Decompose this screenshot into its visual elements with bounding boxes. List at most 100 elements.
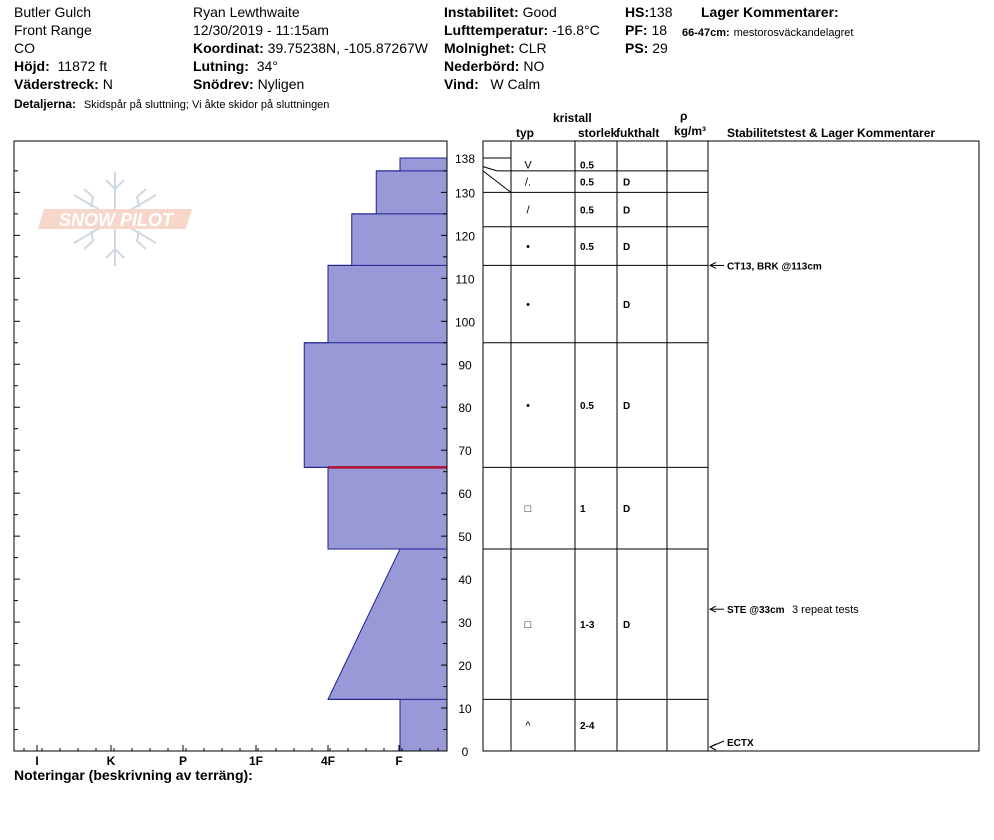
airtemp-label: Lufttemperatur: <box>444 22 549 38</box>
snowdrift-row: Snödrev: Nyligen <box>193 76 304 92</box>
pf-value: 18 <box>651 22 668 38</box>
ps-row: PS: 29 <box>625 40 668 56</box>
kristall-header: kristall <box>553 111 592 125</box>
y-tick-label: 100 <box>455 315 475 329</box>
grain-size: 1-3 <box>580 620 595 631</box>
row-connector <box>482 166 511 172</box>
grain-size: 0.5 <box>580 401 594 412</box>
aspect-label: Väderstreck: <box>14 76 99 92</box>
grain-type-icon: • <box>526 400 530 412</box>
density-unit: kg/m³ <box>674 124 707 138</box>
y-tick-label: 130 <box>455 186 475 200</box>
density-rho: ρ <box>680 109 688 123</box>
grain-type-icon: □ <box>525 619 532 631</box>
y-tick-label: 120 <box>455 229 475 243</box>
aspect-value: N <box>102 76 113 92</box>
y-tick-label: 20 <box>458 659 472 673</box>
y-tick-label: 90 <box>458 358 472 372</box>
stability-test-label: CT13, BRK @113cm <box>727 261 822 272</box>
precip-label: Nederbörd: <box>444 58 520 74</box>
y-tick-label: 60 <box>458 487 472 501</box>
grain-size: 2-4 <box>580 721 595 732</box>
arrow-head-icon <box>708 261 717 269</box>
elevation-value: 11872 ft <box>57 58 108 74</box>
details-row: Detaljerna: Skidspår på sluttning; Vi åk… <box>14 95 329 113</box>
y-tick-label: 30 <box>458 616 472 630</box>
slope-value: 34° <box>256 58 278 74</box>
grain-size: 0.5 <box>580 242 594 253</box>
elevation-label: Höjd: <box>14 58 50 74</box>
hardness-tick-label: P <box>179 754 187 768</box>
airtemp-row: Lufttemperatur: -16.8°C <box>444 22 600 38</box>
sky-label: Molnighet: <box>444 40 515 56</box>
fukthalt-header: fukthalt <box>616 126 660 140</box>
hardness-tick-label: I <box>35 754 38 768</box>
row-connector <box>482 170 512 193</box>
coordinate-label: Koordinat: <box>193 40 264 56</box>
grain-type-icon: □ <box>525 503 532 515</box>
precip-row: Nederbörd: NO <box>444 58 544 74</box>
y-tick-label: 110 <box>455 272 474 286</box>
grain-type-icon: / <box>526 205 530 217</box>
wind-row: Vind: W Calm <box>444 76 540 92</box>
hardness-tick-label: K <box>107 754 116 768</box>
y-tick-label: 40 <box>458 573 472 587</box>
aspect-row: Väderstreck: N <box>14 76 113 92</box>
moisture-value: D <box>623 206 630 217</box>
logo-text: SNOW PILOT <box>59 210 175 230</box>
stability-tests-header: Stabilitetstest & Lager Kommentarer <box>727 126 936 140</box>
details-label: Detaljerna: <box>14 97 77 111</box>
layer-comment-text: mestorosväckandelagret <box>733 27 854 39</box>
pf-row: PF: 18 <box>625 22 667 38</box>
elevation-row: Höjd: 11872 ft <box>14 58 107 74</box>
grain-size: 0.5 <box>580 178 594 189</box>
ps-label: PS: <box>625 40 649 56</box>
layer-table-frame <box>482 140 980 752</box>
stability-row: Instabilitet: Good <box>444 4 557 20</box>
layer-comment: 66-47cm: mestorosväckandelagret <box>682 23 853 41</box>
state: CO <box>14 40 35 56</box>
slope-row: Lutning: 34° <box>193 58 278 74</box>
typ-header: typ <box>516 126 534 140</box>
y-tick-label: 10 <box>458 702 472 716</box>
y-tick-label: 0 <box>462 745 469 759</box>
snowpilot-logo: SNOW PILOT <box>38 172 192 266</box>
hardness-tick-label: 1F <box>249 754 263 768</box>
hs-value: 138 <box>649 4 673 20</box>
hardness-tick-label: F <box>395 754 402 768</box>
stability-test-label: ECTX <box>727 738 754 749</box>
y-tick-label: 70 <box>458 444 472 458</box>
grain-size: 0.5 <box>580 206 594 217</box>
grain-type-icon: /. <box>525 177 531 189</box>
hs-row: HS:138 <box>625 4 672 20</box>
storlek-header: storlek <box>578 126 618 140</box>
moisture-value: D <box>623 300 630 311</box>
coordinate-value: 39.75238N, -105.87267W <box>267 40 428 56</box>
arrow-head-icon <box>708 605 717 613</box>
sky-value: CLR <box>518 40 547 56</box>
notes-label: Noteringar (beskrivning av terräng): <box>14 767 253 783</box>
datetime: 12/30/2019 - 11:15am <box>193 22 329 38</box>
slope-label: Lutning: <box>193 58 249 74</box>
moisture-value: D <box>623 504 630 515</box>
observer: Ryan Lewthwaite <box>193 4 300 20</box>
arrow-head-icon <box>708 743 717 751</box>
location: Butler Gulch <box>14 4 92 20</box>
stability-value: Good <box>522 4 557 20</box>
pf-label: PF: <box>625 22 648 38</box>
y-tick-label: 80 <box>458 401 472 415</box>
airtemp-value: -16.8°C <box>552 22 600 38</box>
hs-label: HS: <box>625 4 650 20</box>
snowdrift-label: Snödrev: <box>193 76 254 92</box>
grain-type-icon: ^ <box>525 720 531 732</box>
grain-size: 0.5 <box>580 160 594 171</box>
y-top-label: 138 <box>455 152 475 166</box>
coordinate-row: Koordinat: 39.75238N, -105.87267W <box>193 40 428 56</box>
stability-test-comment: 3 repeat tests <box>792 604 859 616</box>
layer-comment-depth: 66-47cm: <box>682 27 730 39</box>
layer-comments-title: Lager Kommentarer: <box>701 4 839 20</box>
logo-banner <box>38 209 192 229</box>
y-tick-label: 50 <box>458 530 472 544</box>
grain-type-icon: V <box>524 159 532 171</box>
